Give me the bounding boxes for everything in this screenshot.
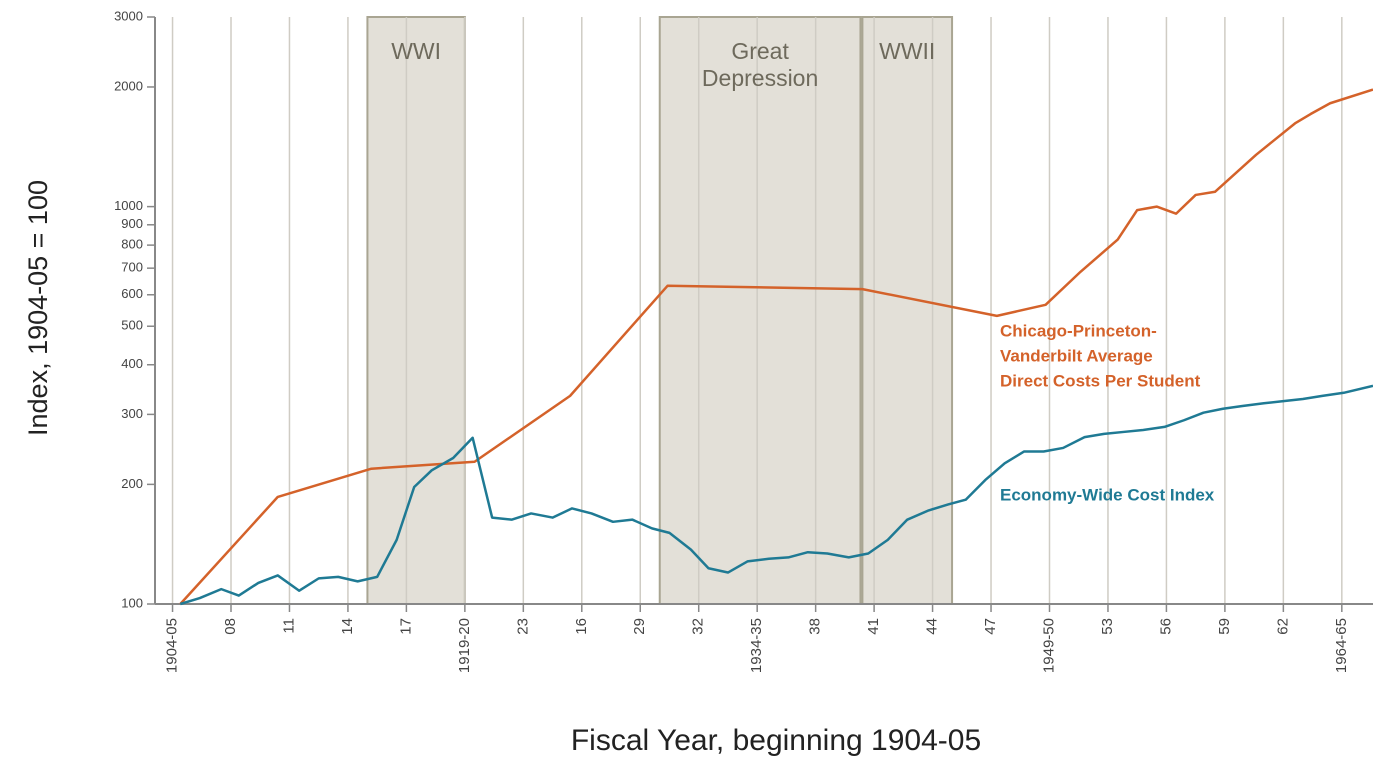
y-tick-label: 800 bbox=[121, 237, 143, 252]
x-tick-label: 47 bbox=[982, 618, 999, 635]
x-tick-label: 53 bbox=[1099, 618, 1116, 635]
y-tick-label: 2000 bbox=[114, 78, 143, 93]
y-axis-title: Index, 1904-05 = 100 bbox=[23, 180, 53, 436]
x-tick-label: 23 bbox=[514, 618, 531, 635]
x-tick-label: 59 bbox=[1216, 618, 1233, 635]
x-tick-label: 44 bbox=[924, 618, 941, 635]
y-tick-label: 500 bbox=[121, 318, 143, 333]
y-tick-label: 400 bbox=[121, 356, 143, 371]
series-line bbox=[179, 88, 1373, 605]
shaded-region bbox=[658, 16, 862, 605]
x-tick-label: 29 bbox=[631, 618, 648, 635]
x-tick-label: 1934-35 bbox=[748, 618, 765, 673]
shaded-region bbox=[366, 16, 466, 605]
region-label: Great bbox=[731, 38, 789, 64]
shaded-region bbox=[861, 16, 954, 605]
x-tick-label: 17 bbox=[397, 618, 414, 635]
y-tick-label: 200 bbox=[121, 476, 143, 491]
y-tick-label: 300 bbox=[121, 406, 143, 421]
region-label: Depression bbox=[702, 65, 818, 91]
series-label: Chicago-Princeton- bbox=[1000, 321, 1157, 340]
x-tick-label: 1949-50 bbox=[1040, 618, 1057, 673]
x-tick-label: 62 bbox=[1274, 618, 1291, 635]
y-tick-label: 3000 bbox=[114, 8, 143, 23]
y-tick-label: 900 bbox=[121, 216, 143, 231]
x-tick-label: 56 bbox=[1157, 618, 1174, 635]
x-tick-label: 16 bbox=[573, 618, 590, 635]
series-label: Direct Costs Per Student bbox=[1000, 371, 1201, 390]
y-tick-label: 600 bbox=[121, 286, 143, 301]
x-tick-label: 11 bbox=[280, 618, 297, 634]
region-label: WWII bbox=[879, 38, 935, 64]
y-tick-label: 1000 bbox=[114, 198, 143, 213]
x-tick-label: 08 bbox=[222, 618, 239, 635]
series-label: Economy-Wide Cost Index bbox=[1000, 485, 1215, 504]
x-tick-label: 32 bbox=[690, 618, 707, 635]
x-tick-label: 41 bbox=[865, 618, 882, 635]
x-tick-label: 1964-65 bbox=[1333, 618, 1350, 673]
y-tick-label: 100 bbox=[121, 595, 143, 610]
x-tick-label: 14 bbox=[339, 618, 356, 635]
y-tick-label: 700 bbox=[121, 260, 143, 275]
series-line bbox=[179, 384, 1373, 606]
series-label: Vanderbilt Average bbox=[1000, 346, 1153, 365]
region-label: WWI bbox=[391, 38, 441, 64]
x-tick-label: 1904-05 bbox=[164, 618, 181, 673]
x-tick-label: 1919-20 bbox=[456, 618, 473, 673]
x-axis-title: Fiscal Year, beginning 1904-05 bbox=[571, 724, 981, 757]
x-tick-label: 38 bbox=[807, 618, 824, 635]
